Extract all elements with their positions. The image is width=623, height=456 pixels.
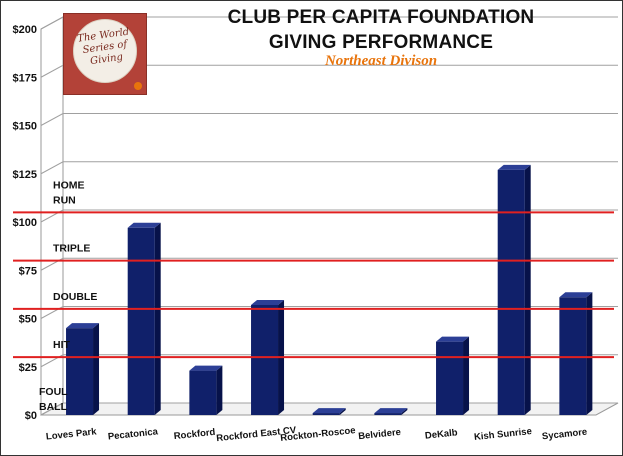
x-tick-label: Loves Park xyxy=(45,426,97,442)
bar xyxy=(66,328,94,415)
world-series-of-giving-logo: The World Series of Giving xyxy=(63,13,147,95)
rotary-dot-icon xyxy=(134,82,142,90)
bar-top xyxy=(312,408,346,414)
y-tick-label: $0 xyxy=(25,410,37,422)
chart-subtitle: Northeast Divison xyxy=(324,53,438,69)
y-tick-label: $50 xyxy=(19,314,37,326)
y-tick-label: $200 xyxy=(13,24,37,36)
y-tick-label: $125 xyxy=(13,169,37,181)
threshold-label: HIT xyxy=(53,339,71,351)
bar-top xyxy=(436,336,470,342)
gridline xyxy=(40,209,618,223)
x-tick-label: Rockford xyxy=(173,427,216,442)
gridline xyxy=(40,161,618,175)
x-tick-label: Belvidere xyxy=(358,427,402,442)
bar-side xyxy=(93,323,100,415)
threshold-label: FOUL BALL xyxy=(39,386,68,413)
bar-top xyxy=(127,222,161,228)
bar-top xyxy=(374,408,408,414)
y-tick-label: $75 xyxy=(19,265,37,277)
x-tick-label: Sycamore xyxy=(541,427,587,443)
chart-title: CLUB PER CAPITA FOUNDATION xyxy=(227,7,535,28)
y-tick-label: $150 xyxy=(13,121,37,133)
bar-top xyxy=(559,292,593,298)
threshold-label: TRIPLE xyxy=(53,243,90,255)
bar xyxy=(127,227,155,415)
bar-side xyxy=(216,365,223,415)
threshold-label: HOME RUN xyxy=(53,179,85,206)
y-tick-label: $25 xyxy=(19,362,37,374)
bar xyxy=(189,370,217,415)
threshold-label: DOUBLE xyxy=(53,291,97,303)
bar-top xyxy=(497,164,531,170)
bar-top xyxy=(251,299,285,305)
bar-side xyxy=(524,164,531,415)
y-tick-label: $100 xyxy=(13,217,37,229)
bar xyxy=(436,341,464,415)
bar-side xyxy=(586,292,593,415)
bar-top xyxy=(66,323,100,329)
x-tick-label: Pecatonica xyxy=(107,426,159,442)
bar-side xyxy=(339,408,346,415)
bar-side xyxy=(401,408,408,415)
gridline xyxy=(40,354,618,368)
x-tick-label: DeKalb xyxy=(424,427,458,441)
gridline xyxy=(40,306,618,319)
bar xyxy=(312,413,340,415)
x-tick-label: Kish Sunrise xyxy=(473,426,532,443)
gridline xyxy=(40,402,618,416)
y-tick-label: $175 xyxy=(13,72,37,84)
gridline xyxy=(40,257,618,271)
chart-title-line-2: GIVING PERFORMANCE xyxy=(268,32,494,53)
bar-top xyxy=(189,365,223,371)
bar xyxy=(497,169,525,415)
bar-side xyxy=(463,336,470,415)
bar xyxy=(374,413,402,415)
baseball-icon xyxy=(73,19,137,83)
bar xyxy=(251,304,279,415)
gridline xyxy=(40,113,618,126)
bar-side xyxy=(154,222,161,415)
